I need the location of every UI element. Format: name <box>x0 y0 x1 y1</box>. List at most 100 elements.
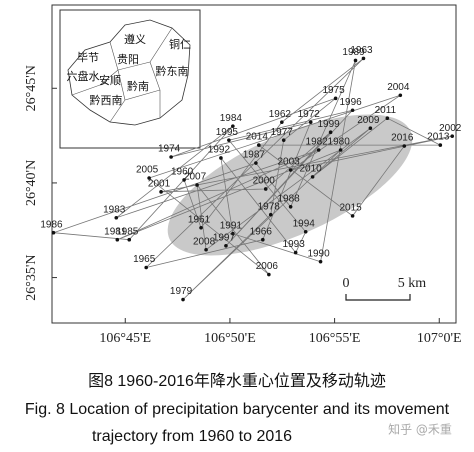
barycenter-point <box>169 155 173 159</box>
year-label: 2007 <box>184 172 207 183</box>
year-label: 2002 <box>439 123 462 134</box>
barycenter-point <box>115 237 120 242</box>
year-label: 1987 <box>243 150 266 161</box>
y-tick-label: 26°45'N <box>24 65 39 111</box>
year-label: 1963 <box>350 45 373 56</box>
scale-bar: 0 5 km <box>343 276 427 301</box>
year-label: 1986 <box>40 219 63 230</box>
year-label: 2011 <box>375 105 397 116</box>
barycenter-point <box>195 183 199 187</box>
year-label: 1985 <box>116 226 139 237</box>
year-label: 1989 <box>342 47 365 58</box>
std-ellipse <box>167 114 413 256</box>
year-label: 1996 <box>339 97 362 108</box>
barycenter-point <box>398 93 403 98</box>
barycenter-point <box>288 204 293 209</box>
caption-cn: 图8 1960-2016年降水重心位置及移动轨迹 <box>88 372 386 390</box>
barycenter-point <box>303 229 308 234</box>
barycenter-point <box>144 265 148 270</box>
barycenter-point <box>114 215 119 220</box>
barycenter-point <box>385 116 390 120</box>
barycenter-point <box>147 176 151 180</box>
year-label: 1979 <box>170 286 193 297</box>
year-label: 1997 <box>213 232 236 243</box>
barycenter-point <box>308 120 313 124</box>
barycenter-point <box>438 143 443 147</box>
year-label: 1974 <box>158 144 181 155</box>
barycenter-point <box>224 243 228 248</box>
inset-label: 黔东南 <box>156 64 189 78</box>
barycenter-point <box>127 237 132 242</box>
caption-en: trajectory from 1960 to 2016 <box>92 428 292 445</box>
year-label: 1978 <box>258 201 281 212</box>
year-label: 2004 <box>387 82 410 93</box>
barycenter-point <box>51 230 56 235</box>
year-label: 1988 <box>278 193 301 204</box>
barycenter-point <box>316 148 321 152</box>
year-label: 1990 <box>307 248 330 259</box>
caption-en: Fig. 8 Location of precipitation barycen… <box>25 401 450 418</box>
barycenter-point <box>353 58 358 63</box>
year-label: 2009 <box>357 115 380 126</box>
barycenter-point <box>254 161 258 165</box>
barycenter-point <box>318 259 323 264</box>
year-label: 1981 <box>104 226 127 237</box>
barycenter-point <box>231 231 235 236</box>
barycenter-point <box>268 212 273 217</box>
inset-label: 贵阳 <box>117 53 139 66</box>
year-label: 2006 <box>256 261 279 272</box>
x-tick-label: 106°45'E <box>99 331 151 346</box>
watermark: 知乎 @禾重 <box>388 423 452 437</box>
barycenter-point <box>199 225 203 230</box>
year-label: 1992 <box>208 145 231 156</box>
x-tick-label: 107°0'E <box>417 331 462 346</box>
barycenter-point <box>368 126 373 131</box>
year-label: 2000 <box>253 176 276 187</box>
inset-outline <box>67 19 191 126</box>
year-label: 2008 <box>193 236 216 247</box>
y-tick-label: 26°40'N <box>24 160 39 206</box>
year-label: 1965 <box>133 254 156 265</box>
barycenter-point <box>402 144 407 148</box>
scale-end: 5 km <box>398 276 427 291</box>
year-label: 1975 <box>323 85 346 96</box>
barycenter-point <box>288 168 293 172</box>
barycenter-point <box>293 250 298 255</box>
inset-label: 铜仁 <box>169 37 191 51</box>
x-tick-label: 106°50'E <box>204 331 256 346</box>
barycenter-point <box>263 187 268 191</box>
barycenter-point <box>227 138 231 142</box>
year-label: 2005 <box>136 165 159 176</box>
scale-line <box>345 294 411 301</box>
year-label: 1994 <box>293 218 316 229</box>
barycenter-point <box>350 214 355 218</box>
inset-label: 黔南 <box>127 79 149 93</box>
year-label: 1966 <box>250 226 273 237</box>
ellipse-layer <box>167 114 413 256</box>
year-label: 1984 <box>220 113 243 124</box>
barycenter-point <box>219 156 223 160</box>
barycenter-point <box>361 56 366 61</box>
barycenter-point <box>181 297 185 302</box>
barycenter-point <box>231 124 235 128</box>
x-tick-label: 106°55'E <box>309 331 361 346</box>
year-label: 2015 <box>339 203 362 214</box>
year-label: 1961 <box>188 214 211 225</box>
year-label: 2013 <box>427 132 450 143</box>
barycenter-point <box>338 148 343 152</box>
barycenter-point <box>280 120 284 124</box>
inset-map: 遵义 铜仁 毕节 贵阳 六盘水 安顺 黔南 黔东南 黔西南 <box>59 9 201 149</box>
scale-start: 0 <box>343 276 350 291</box>
barycenter-point <box>328 130 333 134</box>
barycenter-point <box>267 272 271 277</box>
barycenter-point <box>260 237 265 242</box>
inset-label: 安顺 <box>99 73 121 87</box>
y-tick-label: 26°35'N <box>24 254 39 300</box>
barycenter-point <box>450 134 455 138</box>
inset-label: 毕节 <box>77 51 99 64</box>
barycenter-point <box>310 175 315 179</box>
year-label: 1999 <box>317 119 340 130</box>
barycenter-point <box>159 190 163 194</box>
year-label: 2016 <box>391 133 414 144</box>
